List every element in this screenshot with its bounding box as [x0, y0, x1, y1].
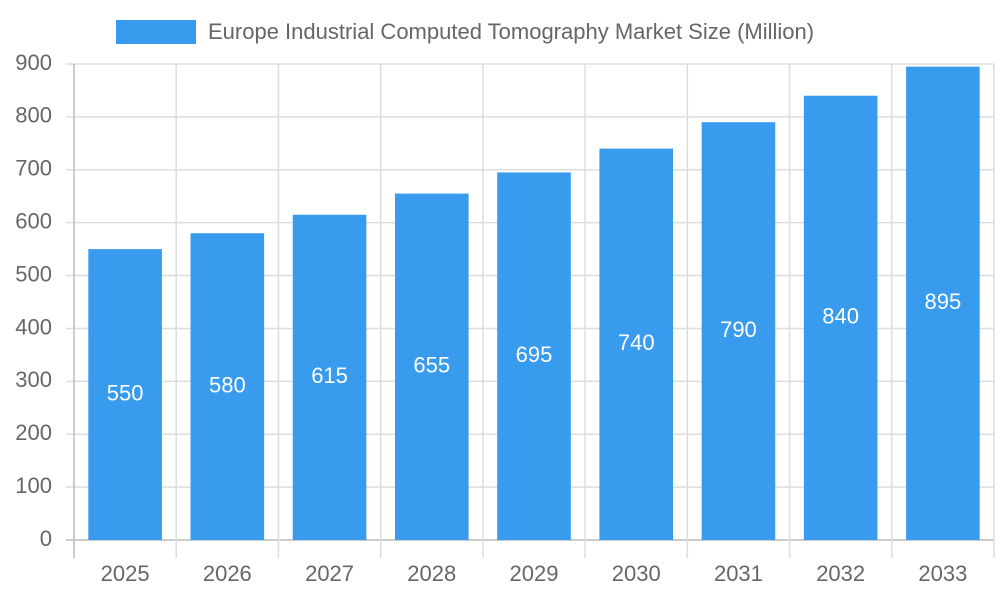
x-tick-label: 2030 [612, 561, 661, 586]
x-tick-label: 2031 [714, 561, 763, 586]
data-label: 895 [925, 289, 962, 314]
bar [88, 249, 162, 540]
data-label: 580 [209, 372, 246, 397]
data-label: 840 [822, 304, 859, 329]
data-label: 790 [720, 317, 757, 342]
y-tick-label: 0 [40, 526, 52, 551]
x-tick-label: 2032 [816, 561, 865, 586]
y-tick-label: 400 [15, 314, 52, 339]
x-tick-label: 2025 [101, 561, 150, 586]
data-label: 740 [618, 330, 655, 355]
data-label: 615 [311, 363, 348, 388]
y-tick-label: 900 [15, 50, 52, 75]
y-tick-label: 300 [15, 367, 52, 392]
bar [497, 172, 571, 540]
bar [394, 193, 469, 541]
y-tick-label: 200 [15, 420, 52, 445]
bar [599, 148, 674, 540]
x-tick-label: 2027 [305, 561, 354, 586]
bar [701, 122, 776, 540]
bar [803, 95, 878, 540]
x-tick-label: 2026 [203, 561, 252, 586]
data-label: 695 [516, 342, 553, 367]
legend-label: Europe Industrial Computed Tomography Ma… [208, 19, 814, 44]
bar [292, 214, 367, 540]
legend-swatch [116, 20, 196, 44]
y-tick-label: 600 [15, 208, 52, 233]
x-tick-label: 2029 [510, 561, 559, 586]
y-tick-label: 700 [15, 156, 52, 181]
bar [906, 66, 980, 541]
data-label: 655 [413, 353, 450, 378]
data-label: 550 [107, 380, 144, 405]
x-tick-label: 2028 [407, 561, 456, 586]
y-tick-label: 800 [15, 103, 52, 128]
y-tick-label: 500 [15, 261, 52, 286]
x-tick-label: 2033 [918, 561, 967, 586]
bar [190, 233, 265, 540]
y-tick-label: 100 [15, 473, 52, 498]
